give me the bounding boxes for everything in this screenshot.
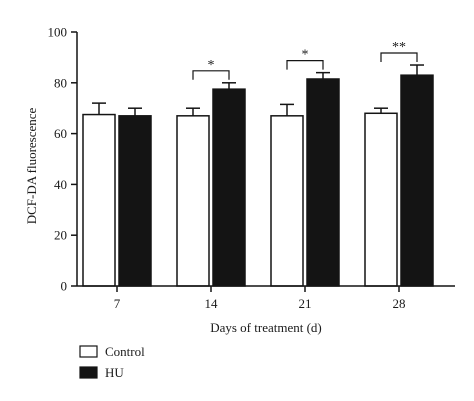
bar-hu-7	[118, 115, 152, 287]
y-tick-label-100: 100	[48, 25, 68, 40]
x-axis-title: Days of treatment (d)	[210, 320, 322, 335]
legend-swatch-control	[79, 345, 98, 358]
significance-bracket-28	[380, 52, 418, 63]
bar-control-28	[364, 112, 398, 287]
legend-swatch-hu	[79, 366, 98, 379]
bar-control-14	[176, 115, 210, 287]
significance-bracket-21	[286, 60, 324, 70]
y-tick-label-20: 20	[54, 228, 67, 243]
legend-label-control: Control	[105, 344, 145, 359]
axes-layer: 0 20 40 60 80 100 7 14 21 28	[48, 25, 455, 311]
x-tick-label-7: 7	[114, 296, 121, 311]
x-tick-label-21: 21	[299, 296, 312, 311]
x-tick-label-14: 14	[205, 296, 219, 311]
significance-label-21: *	[302, 48, 309, 63]
bar-hu-21	[306, 78, 340, 287]
error-bars-layer	[92, 64, 424, 116]
bar-hu-14	[212, 88, 246, 287]
y-tick-label-80: 80	[54, 75, 67, 90]
significance-label-14: *	[208, 58, 215, 73]
bars-layer	[82, 74, 434, 287]
x-tick-label-28: 28	[393, 296, 406, 311]
y-tick-label-60: 60	[54, 126, 67, 141]
significance-bracket-14	[192, 70, 230, 80]
y-tick-label-40: 40	[54, 177, 67, 192]
significance-label-28: **	[392, 40, 406, 55]
y-tick-label-0: 0	[61, 279, 68, 294]
bar-control-7	[82, 113, 116, 287]
significance-layer: ****	[192, 40, 418, 80]
bar-hu-28	[400, 74, 434, 287]
legend: Control HU	[79, 344, 145, 380]
legend-label-hu: HU	[105, 365, 124, 380]
bar-control-21	[270, 115, 304, 287]
y-axis-title: DCF-DA fluorescence	[24, 107, 39, 224]
